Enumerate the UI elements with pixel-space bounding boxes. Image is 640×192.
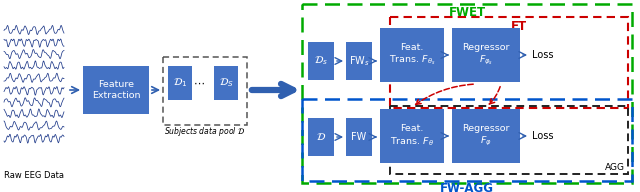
Bar (452, 109, 520, 163)
Text: $\cdots$: $\cdots$ (193, 78, 205, 88)
Bar (346, 118, 372, 156)
Bar (302, 99, 632, 181)
Bar (452, 28, 520, 82)
Bar (390, 17, 628, 108)
Text: Raw EEG Data: Raw EEG Data (4, 170, 64, 180)
Bar (346, 42, 372, 80)
Text: Subjects data pool $\mathcal{D}$: Subjects data pool $\mathcal{D}$ (164, 126, 246, 138)
Bar (214, 66, 238, 100)
Text: FW: FW (351, 132, 367, 142)
Bar (308, 118, 334, 156)
Text: ET: ET (511, 20, 527, 32)
Text: FW-AGG: FW-AGG (440, 183, 494, 192)
Text: $\mathcal{D}$: $\mathcal{D}$ (316, 132, 326, 142)
Text: FWET: FWET (449, 7, 486, 20)
Text: Regressor
$F_{\varphi}$: Regressor $F_{\varphi}$ (462, 124, 509, 148)
Bar (380, 109, 444, 163)
Text: Feature
Extraction: Feature Extraction (92, 80, 140, 100)
Bar (390, 106, 628, 174)
Text: AGG: AGG (605, 164, 625, 172)
Bar (302, 4, 632, 183)
Text: Feat.
Trans. $F_{\theta_s}$: Feat. Trans. $F_{\theta_s}$ (388, 43, 435, 67)
Text: Loss: Loss (532, 131, 554, 141)
Text: $\mathcal{D}_1$: $\mathcal{D}_1$ (173, 77, 187, 89)
Text: Regressor
$F_{\varphi_s}$: Regressor $F_{\varphi_s}$ (462, 43, 509, 67)
Bar (83, 66, 149, 114)
Text: $\mathrm{FW}_s$: $\mathrm{FW}_s$ (349, 54, 369, 68)
Bar (380, 28, 444, 82)
Bar (308, 42, 334, 80)
Text: Feat.
Trans. $F_{\theta}$: Feat. Trans. $F_{\theta}$ (390, 124, 434, 148)
Text: Loss: Loss (532, 50, 554, 60)
Bar (163, 57, 247, 125)
Bar (168, 66, 192, 100)
Text: $\mathcal{D}_S$: $\mathcal{D}_S$ (219, 77, 234, 89)
Text: $\mathcal{D}_s$: $\mathcal{D}_s$ (314, 55, 328, 67)
